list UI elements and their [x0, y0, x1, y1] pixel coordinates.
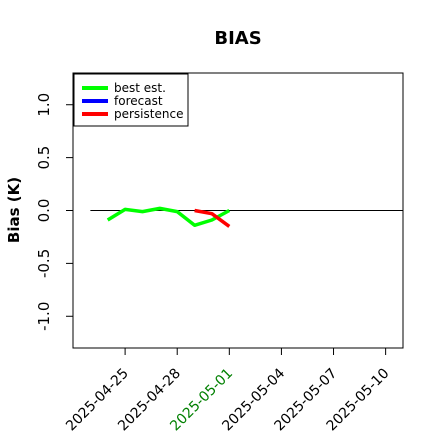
y-tick-label: 0.5 — [35, 146, 53, 170]
y-tick-label: 1.0 — [35, 93, 53, 117]
y-tick-label: -1.0 — [35, 302, 53, 331]
chart-title: BIAS — [214, 28, 261, 49]
series-line-best-est — [106, 206, 231, 228]
series-line-persistence — [194, 208, 231, 228]
y-tick-label: 0.0 — [35, 199, 53, 223]
series-layer — [106, 206, 231, 228]
y-axis: -1.0 -0.5 0.0 0.5 1.0 — [35, 93, 73, 331]
legend-label-best-est: best est. — [114, 81, 166, 95]
legend-label-persistence: persistence — [114, 107, 183, 121]
x-axis: 2025-04-252025-04-282025-05-012025-05-04… — [63, 348, 392, 434]
y-axis-label: Bias (K) — [5, 177, 23, 243]
y-tick-label: -0.5 — [35, 249, 53, 278]
legend: best est. forecast persistence — [73, 73, 189, 127]
legend-label-forecast: forecast — [114, 94, 163, 108]
